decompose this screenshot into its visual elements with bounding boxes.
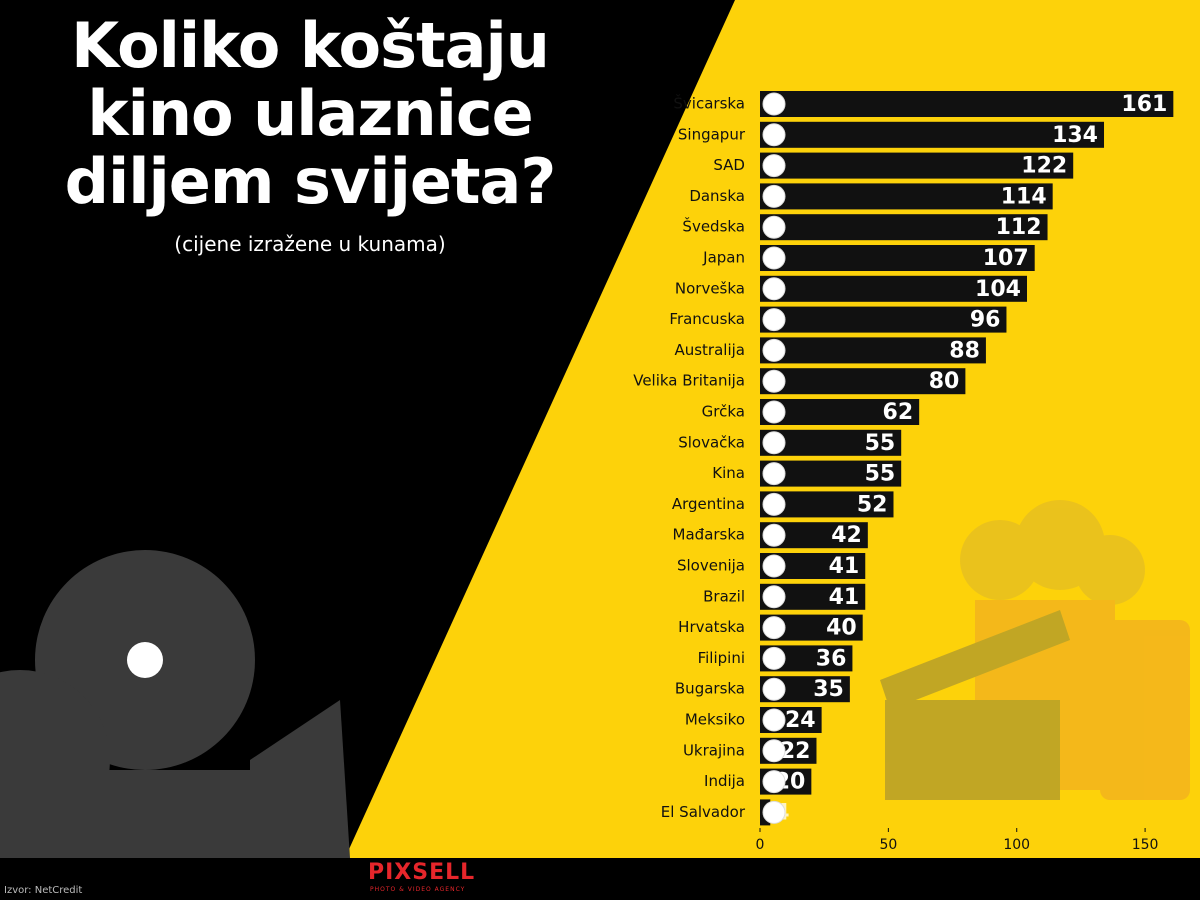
bar (760, 91, 1174, 117)
category-label: Singapur (678, 125, 746, 143)
category-label: Ukrajina (683, 741, 745, 759)
category-label: Hrvatska (678, 618, 745, 636)
flag (762, 277, 786, 301)
flag (762, 400, 786, 424)
value-label: 35 (813, 677, 844, 702)
category-label: Indija (704, 772, 745, 790)
flag (762, 308, 786, 332)
value-label: 52 (857, 492, 888, 517)
popcorn-decoration (880, 500, 1190, 800)
value-label: 122 (1021, 154, 1067, 179)
category-label: Slovenija (677, 557, 745, 575)
category-label: Švicarska (673, 94, 745, 113)
value-label: 88 (949, 338, 980, 363)
flag (762, 431, 786, 455)
x-tick-label: 0 (756, 837, 765, 853)
camera-reel-hub (127, 642, 163, 678)
source: Izvor: NetCredit (4, 885, 83, 896)
value-label: 42 (831, 523, 862, 548)
value-label: 55 (865, 431, 896, 456)
flag (762, 492, 786, 516)
value-label: 41 (829, 585, 860, 610)
category-label: Grčka (702, 403, 745, 421)
bar (760, 152, 1074, 179)
bar (760, 306, 1007, 333)
x-tick-label: 150 (1132, 837, 1159, 853)
flag (762, 154, 786, 178)
flag (762, 770, 786, 794)
flag (762, 462, 786, 486)
value-label: 96 (970, 308, 1001, 333)
bar (760, 368, 966, 395)
category-label: Meksiko (685, 711, 745, 729)
flag (762, 646, 786, 670)
value-label: 114 (1001, 184, 1047, 209)
brand-tagline: PHOTO & VIDEO AGENCY (370, 886, 466, 893)
x-tick-label: 100 (1003, 837, 1030, 853)
bar (760, 399, 920, 425)
category-label: Bugarska (675, 680, 745, 698)
value-label: 134 (1052, 123, 1098, 148)
category-label: Velika Britanija (633, 372, 745, 390)
category-label: Norveška (675, 279, 745, 297)
value-label: 62 (883, 400, 914, 425)
category-label: Australija (674, 341, 745, 359)
value-label: 41 (829, 554, 860, 579)
flag (762, 585, 786, 609)
flag (762, 215, 786, 239)
category-label: El Salvador (661, 803, 746, 821)
brand-logo: PIXSELL (368, 860, 476, 885)
value-label: 36 (816, 646, 847, 671)
flag (762, 338, 786, 362)
flag (762, 523, 786, 547)
value-label: 55 (865, 462, 896, 487)
chart-title: Koliko koštaju kino ulaznice diljem svij… (64, 9, 557, 218)
flag (762, 708, 786, 732)
category-label: SAD (713, 156, 745, 174)
chart-subtitle: (cijene izražene u kunama) (174, 232, 446, 256)
bar (760, 214, 1048, 241)
category-label: Slovačka (678, 433, 745, 451)
flag (762, 246, 786, 270)
category-label: Filipini (698, 649, 745, 667)
category-label: Japan (702, 249, 745, 267)
camera-decoration (0, 550, 350, 858)
value-label: 107 (983, 246, 1029, 271)
bar (760, 337, 986, 364)
value-label: 112 (996, 215, 1042, 240)
flag (762, 677, 786, 701)
flag (762, 800, 786, 824)
category-label: Francuska (669, 310, 745, 328)
bar (760, 183, 1053, 210)
value-label: 104 (975, 277, 1021, 302)
category-label: Brazil (703, 587, 745, 605)
bar (760, 275, 1027, 302)
category-label: Mađarska (673, 526, 745, 544)
value-label: 24 (785, 708, 816, 733)
category-label: Danska (689, 187, 745, 205)
bar (760, 121, 1105, 148)
flag (762, 92, 786, 116)
x-tick-label: 50 (879, 837, 897, 853)
flag (762, 554, 786, 578)
value-label: 161 (1121, 92, 1167, 117)
bar (760, 245, 1035, 271)
flag (762, 739, 786, 763)
category-label: Kina (712, 464, 745, 482)
flag (762, 369, 786, 393)
flag (762, 616, 786, 640)
value-label: 40 (826, 616, 857, 641)
category-label: Argentina (672, 495, 745, 513)
flag (762, 184, 786, 208)
flag (762, 123, 786, 147)
value-label: 80 (929, 369, 960, 394)
category-label: Švedska (682, 217, 745, 236)
